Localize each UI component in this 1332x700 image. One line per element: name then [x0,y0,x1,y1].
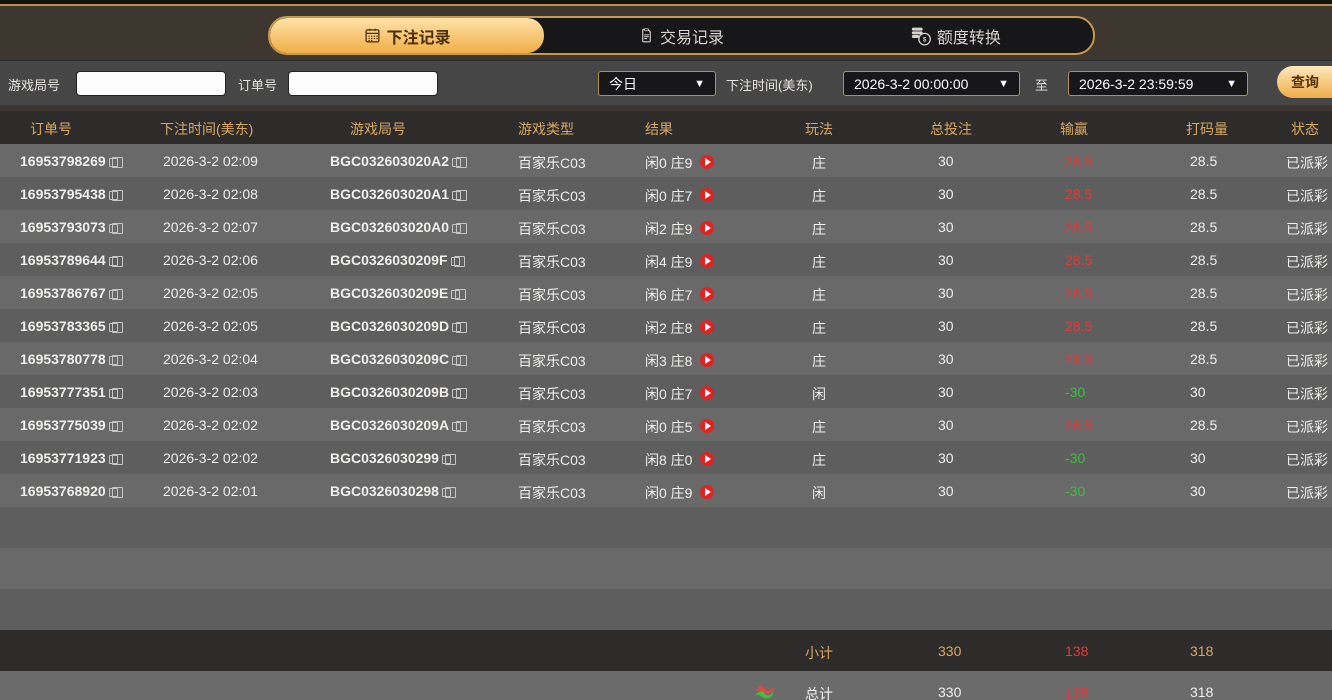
svg-text:$: $ [923,36,927,43]
